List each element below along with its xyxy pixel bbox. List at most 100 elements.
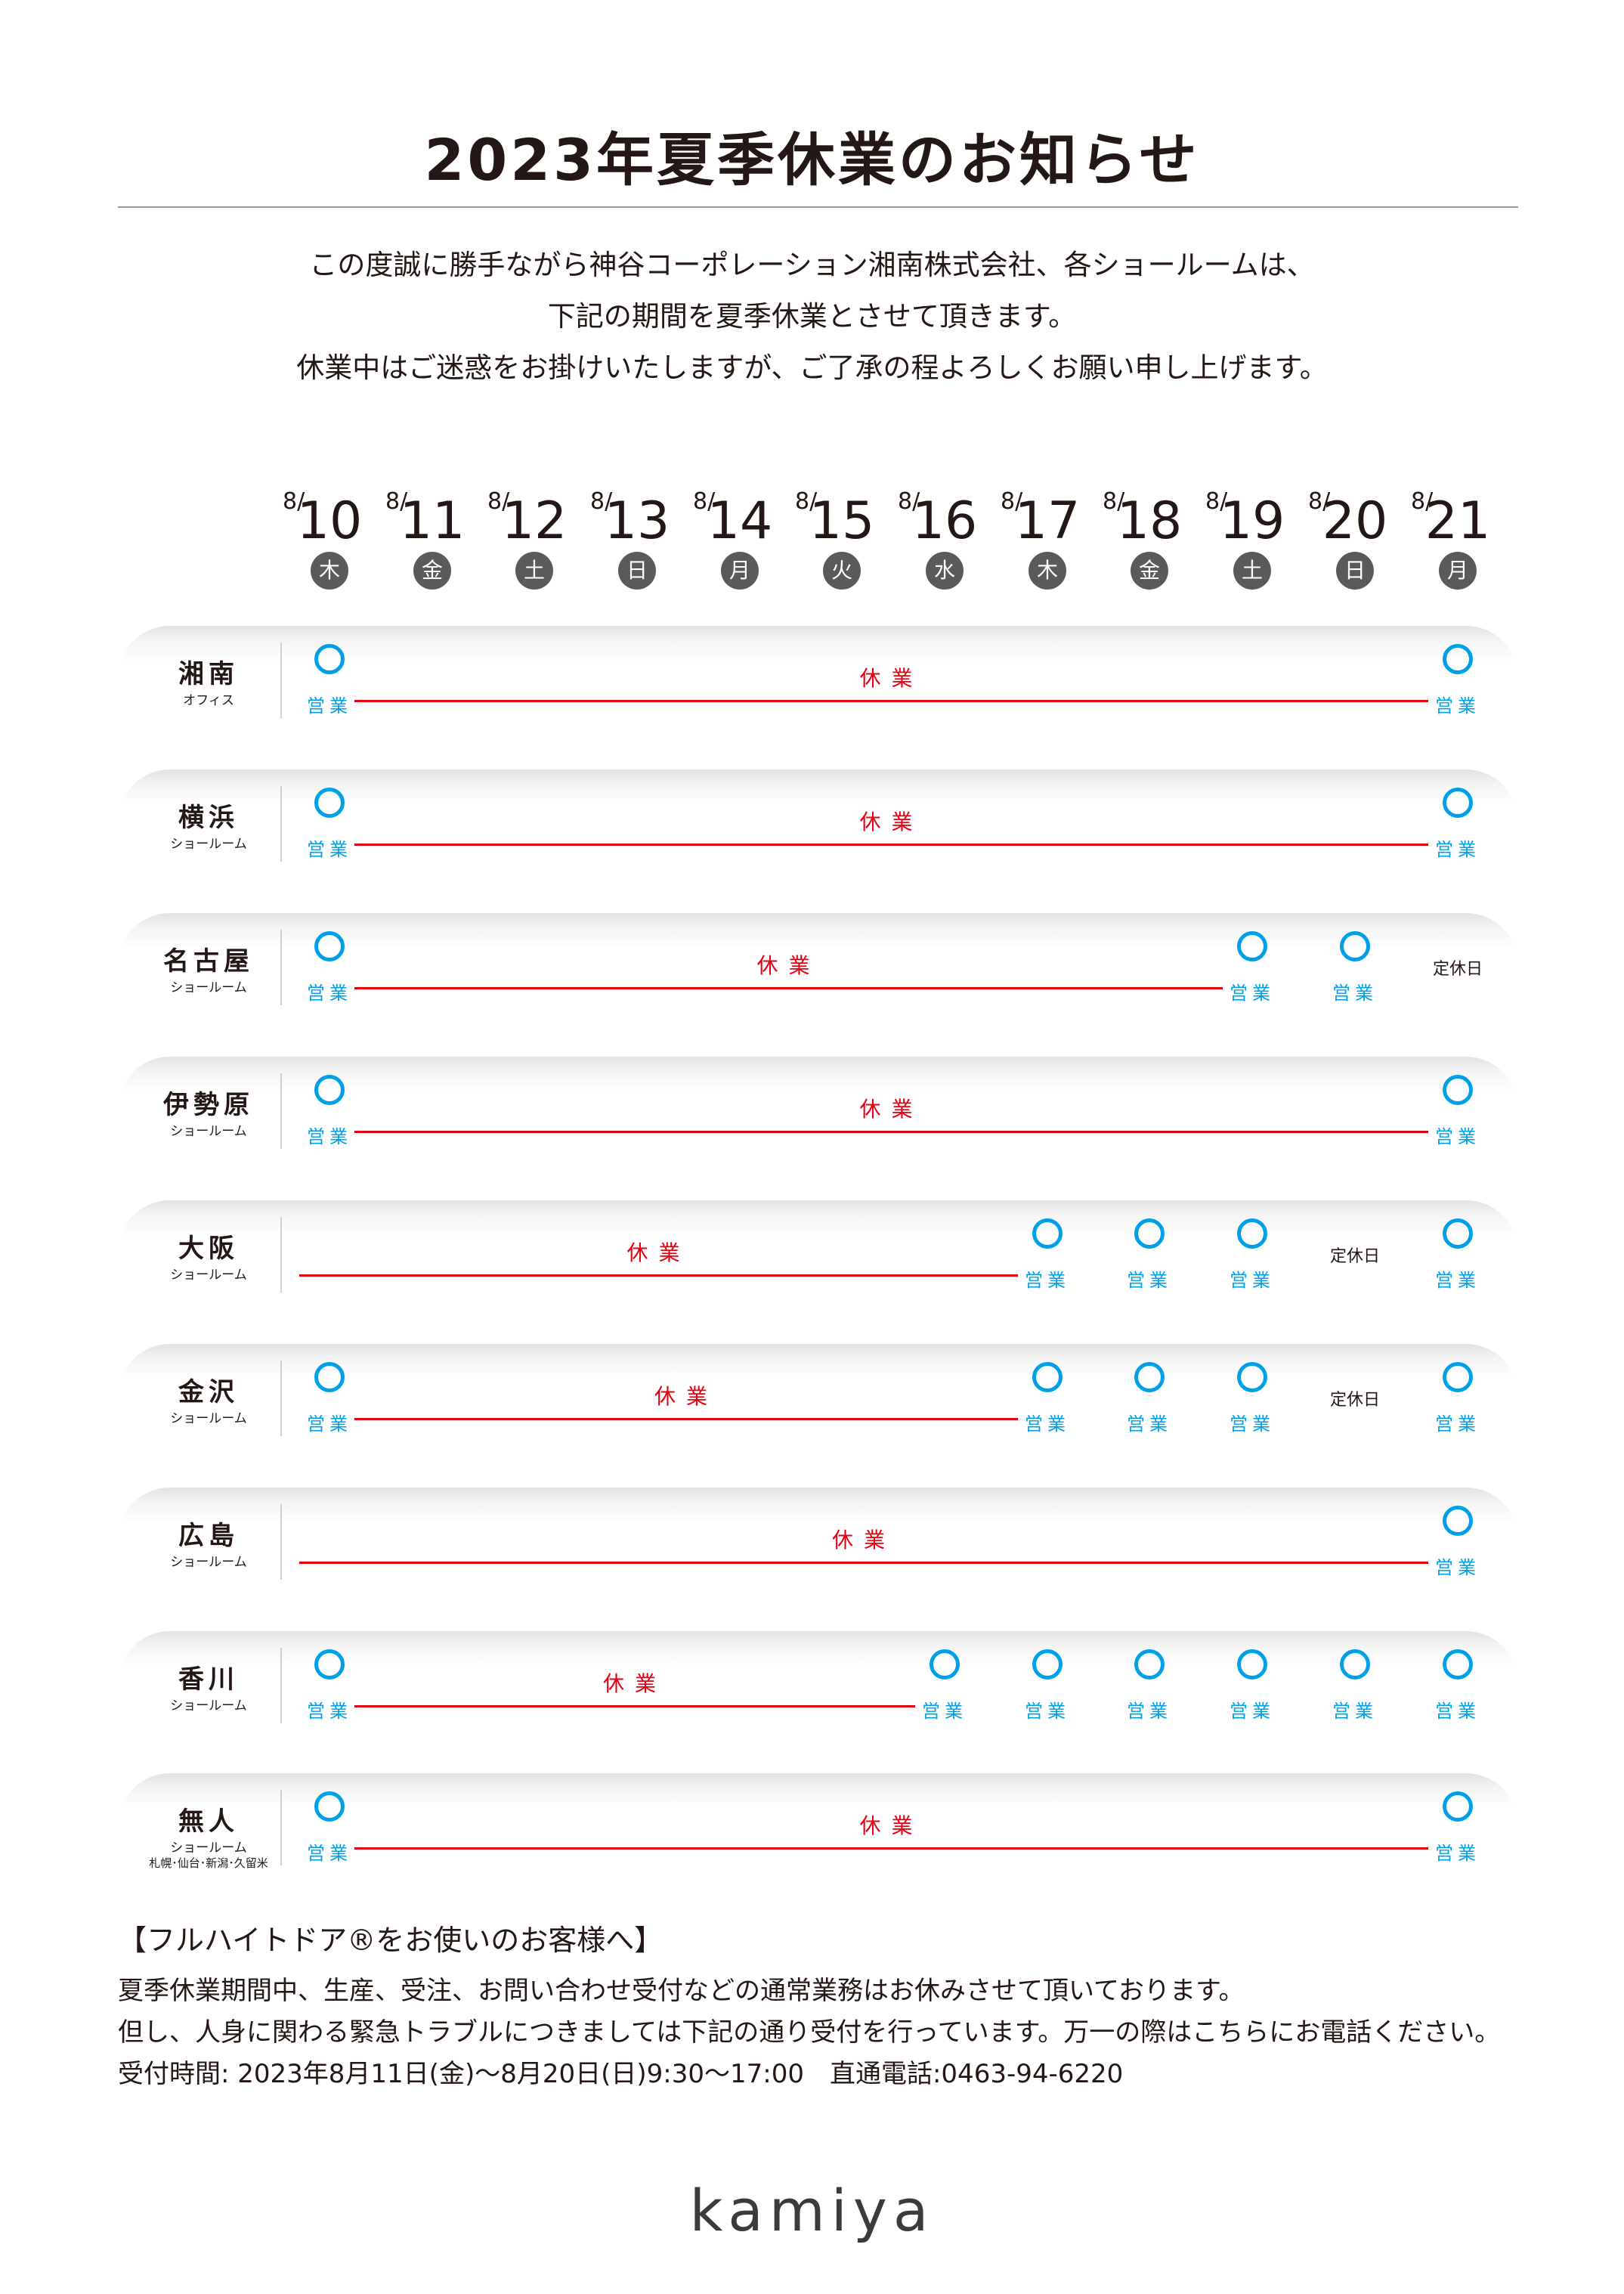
- location-name: 金沢: [178, 1377, 239, 1407]
- weekday-badge: 水: [926, 552, 964, 590]
- date-19: 8/19: [1201, 488, 1304, 564]
- closed-period-line: [354, 987, 1223, 989]
- open-circle-icon: [1032, 1649, 1063, 1679]
- weekday-badge: 月: [1439, 552, 1477, 590]
- open-circle-icon: [1032, 1362, 1063, 1392]
- location-row: 横浜 ショールーム 営業 営業 休業: [118, 769, 1518, 874]
- closed-period-line: [299, 1562, 1428, 1564]
- open-circle-icon: [314, 1649, 345, 1679]
- row-background: [118, 1200, 1518, 1305]
- title-divider: [118, 206, 1518, 208]
- open-circle-icon: [1237, 1218, 1267, 1249]
- open-circle-icon: [314, 1362, 345, 1392]
- location-name: 名古屋: [163, 946, 254, 977]
- open-label: 営業: [1435, 1843, 1480, 1864]
- date-month-label: 8/: [898, 488, 920, 515]
- weekday-badge: 木: [311, 552, 348, 590]
- location-type: ショールーム: [170, 1268, 247, 1283]
- location-row: 香川 ショールーム 営業 営業 営業 営業 営業 営業 営業 休業: [118, 1631, 1518, 1735]
- date-day: 14: [707, 491, 773, 551]
- date-16: 8/16: [893, 488, 996, 564]
- date-day: 10: [296, 491, 363, 551]
- open-circle-icon: [1340, 1649, 1370, 1679]
- location-type: ショールーム: [170, 1555, 247, 1570]
- open-circle-icon: [314, 644, 345, 674]
- date-day: 18: [1116, 491, 1183, 551]
- date-month-label: 8/: [283, 488, 305, 515]
- date-day: 17: [1014, 491, 1081, 551]
- location-row: 金沢 ショールーム 営業 営業 営業 営業 定休日 営業 休業: [118, 1344, 1518, 1448]
- date-day: 12: [501, 491, 568, 551]
- open-label: 営業: [307, 695, 352, 717]
- open-label: 営業: [1435, 1557, 1480, 1578]
- weekday-badge: 日: [618, 552, 656, 590]
- location-row: 伊勢原 ショールーム 営業 営業 休業: [118, 1057, 1518, 1161]
- open-label: 営業: [307, 839, 352, 860]
- date-day: 20: [1322, 491, 1388, 551]
- location-type: ショールーム: [170, 1698, 247, 1714]
- open-label: 営業: [922, 1701, 967, 1722]
- open-circle-icon: [1134, 1649, 1165, 1679]
- location-row: 広島 ショールーム 営業 休業: [118, 1488, 1518, 1592]
- date-day: 13: [604, 491, 670, 551]
- location-row: 大阪 ショールーム 営業 営業 営業 定休日 営業 休業: [118, 1200, 1518, 1305]
- open-circle-icon: [1443, 644, 1473, 674]
- weekday-badge: 金: [1131, 552, 1168, 590]
- date-12: 8/12: [483, 488, 586, 564]
- open-circle-icon: [930, 1649, 960, 1679]
- closed-label: 休業: [831, 1528, 896, 1553]
- closed-period-line: [354, 1705, 915, 1707]
- open-label: 営業: [1230, 1413, 1275, 1435]
- date-20: 8/20: [1304, 488, 1406, 564]
- row-background: [118, 769, 1518, 874]
- date-month-label: 8/: [795, 488, 818, 515]
- location-name: 湘南: [178, 659, 239, 689]
- date-14: 8/14: [688, 488, 791, 564]
- row-background: [118, 626, 1518, 730]
- open-label: 営業: [307, 1413, 352, 1435]
- open-label: 営業: [1025, 1270, 1070, 1291]
- open-circle-icon: [1237, 1362, 1267, 1392]
- row-separator: [280, 1790, 282, 1865]
- open-circle-icon: [314, 931, 345, 961]
- date-21: 8/21: [1406, 488, 1509, 564]
- open-circle-icon: [1443, 1791, 1473, 1822]
- open-label: 営業: [1127, 1270, 1172, 1291]
- closed-label: 休業: [654, 1384, 718, 1409]
- location-type: オフィス: [183, 693, 234, 708]
- row-separator: [280, 642, 282, 718]
- open-label: 営業: [1127, 1701, 1172, 1722]
- date-month-label: 8/: [693, 488, 716, 515]
- row-background: [118, 1631, 1518, 1735]
- open-label: 営業: [1435, 1126, 1480, 1147]
- location-row: 湘南 オフィス 営業 営業 休業: [118, 626, 1518, 730]
- date-day: 16: [911, 491, 978, 551]
- open-label: 営業: [1332, 983, 1378, 1004]
- row-background: [118, 1344, 1518, 1448]
- location-type: ショールーム: [170, 980, 247, 995]
- open-label: 営業: [1230, 983, 1275, 1004]
- open-label: 営業: [307, 983, 352, 1004]
- open-circle-icon: [1237, 931, 1267, 961]
- open-circle-icon: [1237, 1649, 1267, 1679]
- open-label: 営業: [1230, 1701, 1275, 1722]
- open-label: 営業: [1127, 1413, 1172, 1435]
- weekday-badge: 月: [721, 552, 759, 590]
- open-label: 営業: [1435, 1270, 1480, 1291]
- date-day: 15: [809, 491, 875, 551]
- open-label: 営業: [1025, 1413, 1070, 1435]
- kamiya-logo: kamiya: [689, 2177, 935, 2244]
- location-row: 名古屋 ショールーム 営業 営業 営業 定休日 休業: [118, 913, 1518, 1017]
- row-background: [118, 1057, 1518, 1161]
- location-name: 伊勢原: [163, 1090, 254, 1120]
- row-background: [118, 1773, 1518, 1878]
- row-separator: [280, 1504, 282, 1580]
- closed-label: 休業: [859, 810, 923, 834]
- date-13: 8/13: [586, 488, 688, 564]
- date-17: 8/17: [996, 488, 1099, 564]
- closed-period-line: [354, 700, 1428, 702]
- weekday-badge: 金: [413, 552, 451, 590]
- footer-heading: 【フルハイトドア®をお使いのお客様へ】: [118, 1924, 664, 1957]
- row-separator: [280, 930, 282, 1005]
- open-label: 営業: [1435, 1413, 1480, 1435]
